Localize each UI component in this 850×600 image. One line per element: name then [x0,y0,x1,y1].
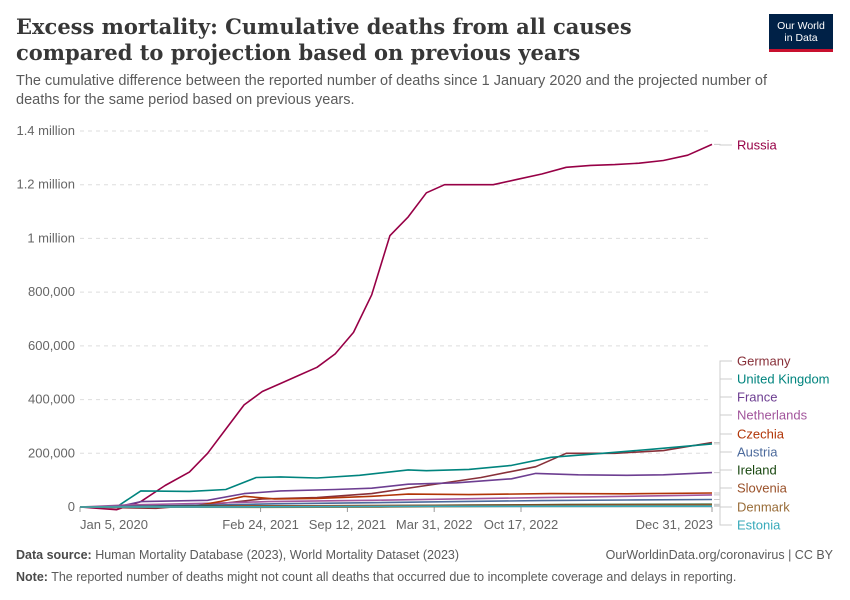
x-tick-label: Mar 31, 2022 [396,517,473,532]
data-source-label: Data source: [16,548,92,562]
legend-connector [714,143,732,146]
y-tick-label: 1.2 million [16,177,75,192]
legend-label-united-kingdom: United Kingdom [737,372,830,387]
series-lines [79,143,713,511]
y-tick-label: 600,000 [28,338,75,353]
y-tick-label: 800,000 [28,284,75,299]
chart-title: Excess mortality: Cumulative deaths from… [16,14,632,65]
data-source: Data source: Human Mortality Database (2… [16,548,459,562]
legend-connector [714,414,732,496]
series-line-estonia [79,505,713,508]
legend: Russia Germany United Kingdom France Netherl… [714,138,830,533]
source-url-link[interactable]: OurWorldinData.org/coronavirus | CC BY [605,548,833,562]
x-tick-label: Jan 5, 2020 [80,517,148,532]
x-tick-label: Dec 31, 2023 [636,517,713,532]
y-tick-label: 1.4 million [16,123,75,138]
legend-connector [714,360,732,443]
legend-label-austria: Austria [737,445,778,460]
legend-label-slovenia: Slovenia [737,481,788,496]
legend-connector [714,487,732,506]
legend-label-estonia: Estonia [737,518,781,533]
y-tick-label: 200,000 [28,445,75,460]
legend-label-ireland: Ireland [737,463,777,478]
series-line-russia [79,143,713,511]
series-line-czechia [80,492,713,508]
series-line-france [80,471,713,508]
legend-label-russia: Russia [737,138,778,153]
x-tick-label: Sep 12, 2021 [309,517,386,532]
logo-line-2: in Data [784,32,818,44]
legend-connector [714,451,732,500]
x-axis-ticks: Jan 5, 2020 Feb 24, 2021 Sep 12, 2021 Mar 3… [79,507,713,532]
series-line-netherlands [79,494,713,508]
owid-logo[interactable]: Our World in Data [769,14,833,52]
legend-connector [714,469,732,505]
legend-label-france: France [737,390,777,405]
chart-note: Note: The reported number of deaths migh… [16,570,736,584]
series-line-austria [79,498,713,508]
y-tick-label: 400,000 [28,392,75,407]
data-source-text: Human Mortality Database (2023), World M… [91,548,460,562]
legend-label-czechia: Czechia [737,427,785,442]
logo-line-1: Our World [777,20,825,32]
legend-label-germany: Germany [737,354,791,369]
y-tick-label: 0 [68,499,75,514]
legend-connector [714,505,732,526]
series-line-united-kingdom [80,443,713,508]
legend-connector [714,396,732,474]
y-tick-label: 1 million [27,230,75,245]
line-chart: 0 200,000 400,000 600,000 800,000 1 million 1.… [16,123,830,533]
y-axis-ticks: 0 200,000 400,000 600,000 800,000 1 million 1.… [16,123,75,514]
x-tick-label: Oct 17, 2022 [484,517,558,532]
note-label: Note: [16,570,48,584]
x-tick-label: Feb 24, 2021 [222,517,299,532]
chart-subtitle: The cumulative difference between the re… [16,73,767,108]
gridlines [80,130,712,508]
note-text: The reported number of deaths might not … [47,570,737,584]
legend-label-netherlands: Netherlands [737,408,808,423]
legend-label-denmark: Denmark [737,500,790,515]
